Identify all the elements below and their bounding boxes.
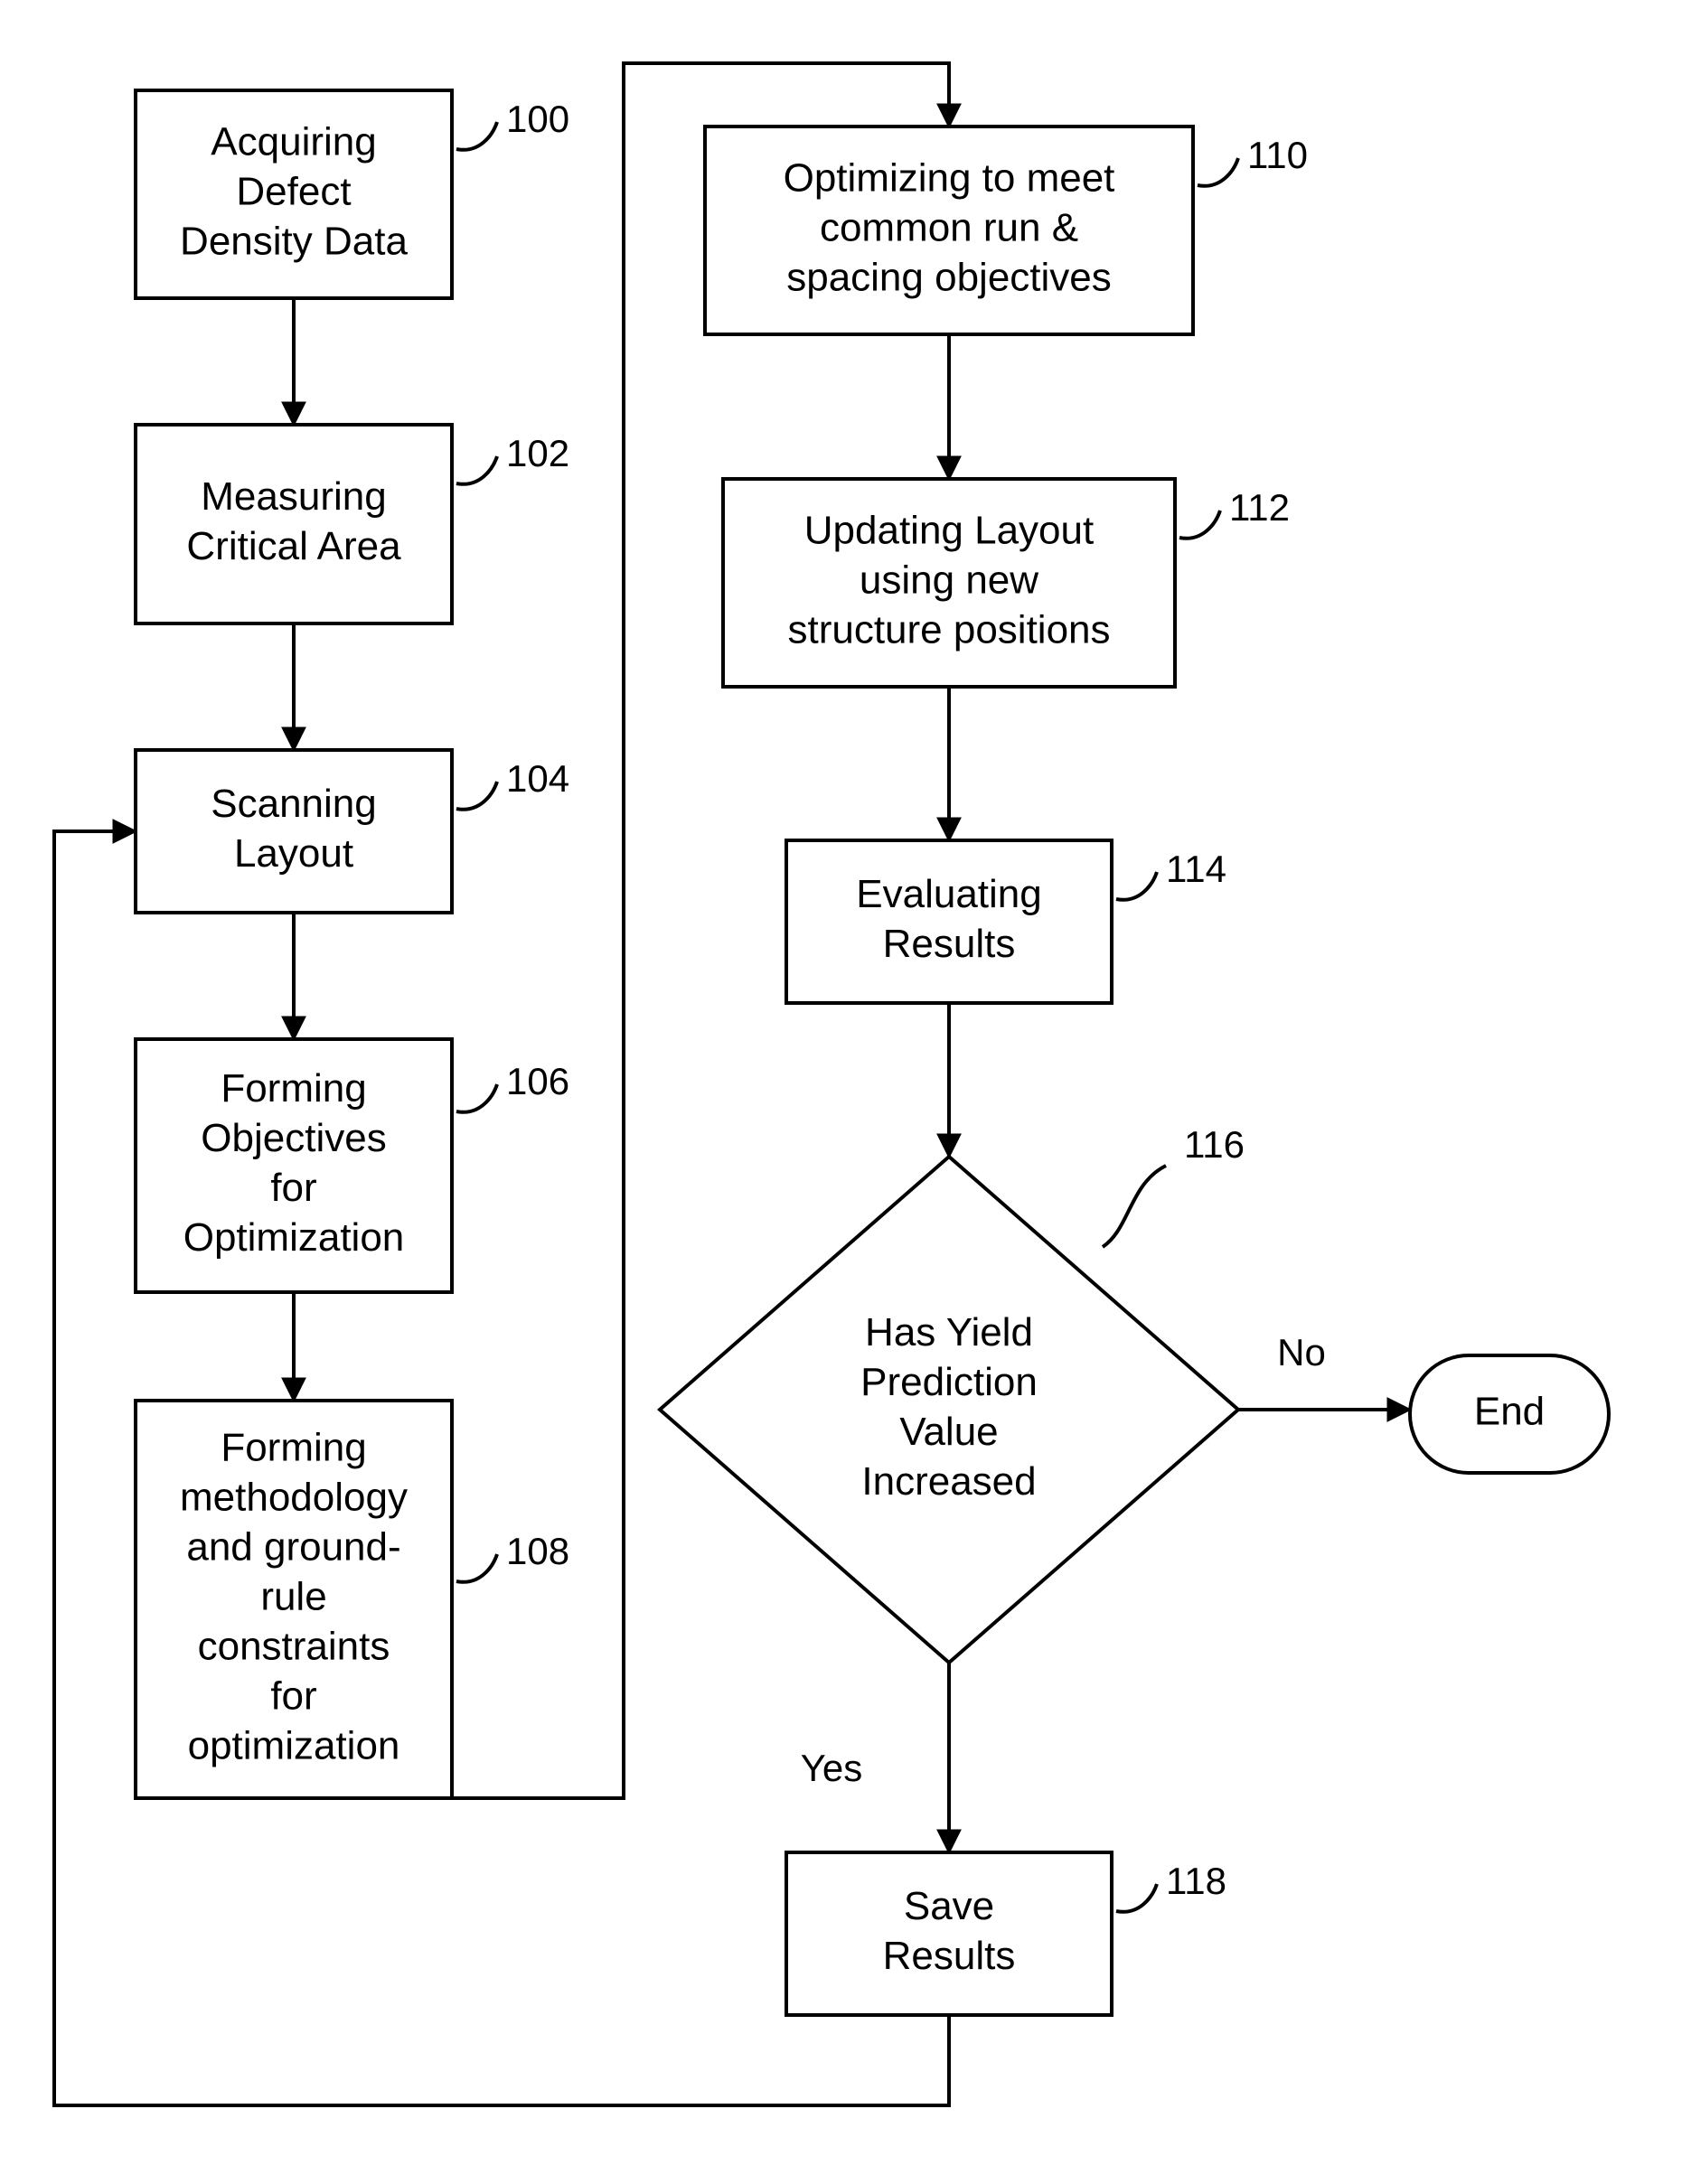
node-n110-label: Optimizing to meet [784, 156, 1115, 201]
node-n104-label: Scanning [211, 782, 376, 826]
leader-n118 [1116, 1884, 1157, 1912]
refnum-n114: 114 [1166, 848, 1226, 890]
node-n106-label: Optimization [183, 1215, 405, 1260]
leader-n116 [1103, 1166, 1166, 1247]
node-n108: Forming methodology and ground-rule constra… [136, 1401, 569, 1798]
node-n114: Evaluating Results 114 [786, 840, 1226, 1003]
node-n100: Acquiring Defect Density Data 100 [136, 90, 569, 298]
node-n112-label: structure positions [787, 608, 1110, 652]
refnum-n116: 116 [1184, 1123, 1245, 1166]
branch-label-lbl-yes: Yes [801, 1747, 863, 1789]
node-n100-label: Acquiring [211, 120, 376, 164]
node-n106-label: Forming [221, 1066, 366, 1111]
leader-n104 [456, 782, 497, 810]
leader-n110 [1198, 158, 1238, 186]
node-end-label: End [1474, 1390, 1545, 1434]
node-n110: Optimizing to meet common run & spacing ob… [705, 127, 1308, 334]
node-n108-label: and ground- [186, 1525, 400, 1570]
refnum-n110: 110 [1247, 134, 1308, 176]
refnum-n100: 100 [506, 98, 569, 140]
node-n108-label: rule [260, 1575, 326, 1619]
node-n104: Scanning Layout 104 [136, 750, 569, 913]
node-n108-label: methodology [180, 1476, 408, 1520]
node-n112-label: using new [860, 558, 1038, 603]
node-n118-label: Results [883, 1934, 1016, 1978]
leader-n112 [1179, 511, 1220, 539]
branch-label-lbl-no: No [1277, 1331, 1326, 1373]
refnum-n112: 112 [1229, 486, 1290, 529]
node-n102-label: Measuring [201, 474, 386, 519]
node-n112: Updating Layout using new structure positi… [723, 479, 1290, 687]
node-n118-label: Save [904, 1884, 994, 1928]
node-n106: Forming Objectives for Optimization 106 [136, 1039, 569, 1292]
node-n100-label: Defect [236, 170, 351, 214]
node-n114-label: Results [883, 922, 1016, 966]
leader-n106 [456, 1084, 497, 1112]
node-n114-label: Evaluating [856, 872, 1041, 916]
node-n116: Has Yield Prediction Value Increased 116 [660, 1123, 1245, 1663]
refnum-n108: 108 [506, 1530, 569, 1572]
leader-n102 [456, 456, 497, 484]
node-n108-label: constraints [198, 1625, 390, 1669]
node-n100-label: Density Data [180, 220, 408, 264]
node-n116-label: Increased [861, 1459, 1036, 1504]
node-end: End [1410, 1355, 1609, 1473]
node-n116-label: Has Yield [865, 1310, 1033, 1354]
node-n106-label: Objectives [201, 1116, 386, 1160]
refnum-n102: 102 [506, 432, 569, 474]
node-n102-label: Critical Area [186, 524, 401, 568]
leader-n108 [456, 1554, 497, 1582]
node-n108-label: optimization [188, 1724, 400, 1768]
node-n102: Measuring Critical Area 102 [136, 425, 569, 623]
node-n112-label: Updating Layout [804, 509, 1094, 553]
node-n108-label: Forming [221, 1426, 366, 1470]
node-n116-label: Prediction [860, 1360, 1038, 1404]
node-n108-label: for [270, 1674, 316, 1719]
refnum-n106: 106 [506, 1060, 569, 1102]
refnum-n118: 118 [1166, 1860, 1226, 1902]
node-n104-label: Layout [234, 831, 353, 876]
node-n106-label: for [270, 1166, 316, 1210]
node-n110-label: common run & [820, 206, 1078, 250]
refnum-n104: 104 [506, 757, 569, 800]
node-n116-label: Value [899, 1410, 998, 1454]
node-n110-label: spacing objectives [786, 256, 1112, 300]
leader-n100 [456, 122, 497, 150]
node-n118: Save Results 118 [786, 1852, 1226, 2015]
leader-n114 [1116, 872, 1157, 900]
